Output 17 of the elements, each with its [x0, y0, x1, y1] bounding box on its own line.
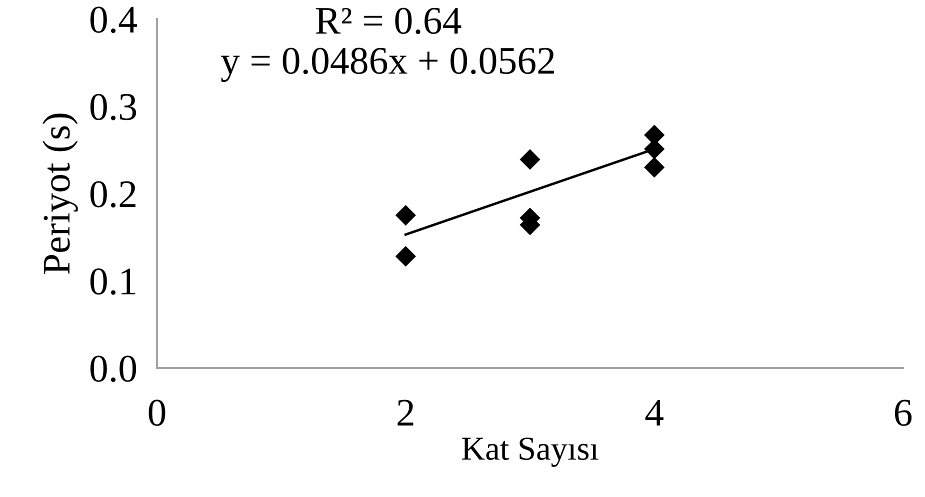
point: [395, 205, 416, 226]
x-tick-label: 4: [645, 400, 664, 426]
x-axis-title: Kat Sayısı: [462, 438, 598, 467]
y-tick-label: 0.4: [90, 6, 137, 34]
y-tick-label: 0.1: [90, 268, 136, 295]
annotation: y = 0.0486x + 0.0562: [220, 48, 554, 82]
x-tick-label: 0: [148, 400, 166, 426]
point: [644, 157, 665, 178]
y-tick-label: 0.3: [90, 94, 136, 120]
point: [395, 246, 416, 267]
x-tick-label: 2: [398, 400, 414, 426]
y-tick-label: 0.2: [90, 181, 136, 208]
point: [520, 149, 540, 170]
x-tick-label: 6: [894, 400, 912, 426]
y-axis-title: Periyot (s): [42, 114, 78, 274]
y-tick-label: 0.0: [90, 356, 136, 382]
annotation: R² = 0.64: [316, 8, 462, 34]
